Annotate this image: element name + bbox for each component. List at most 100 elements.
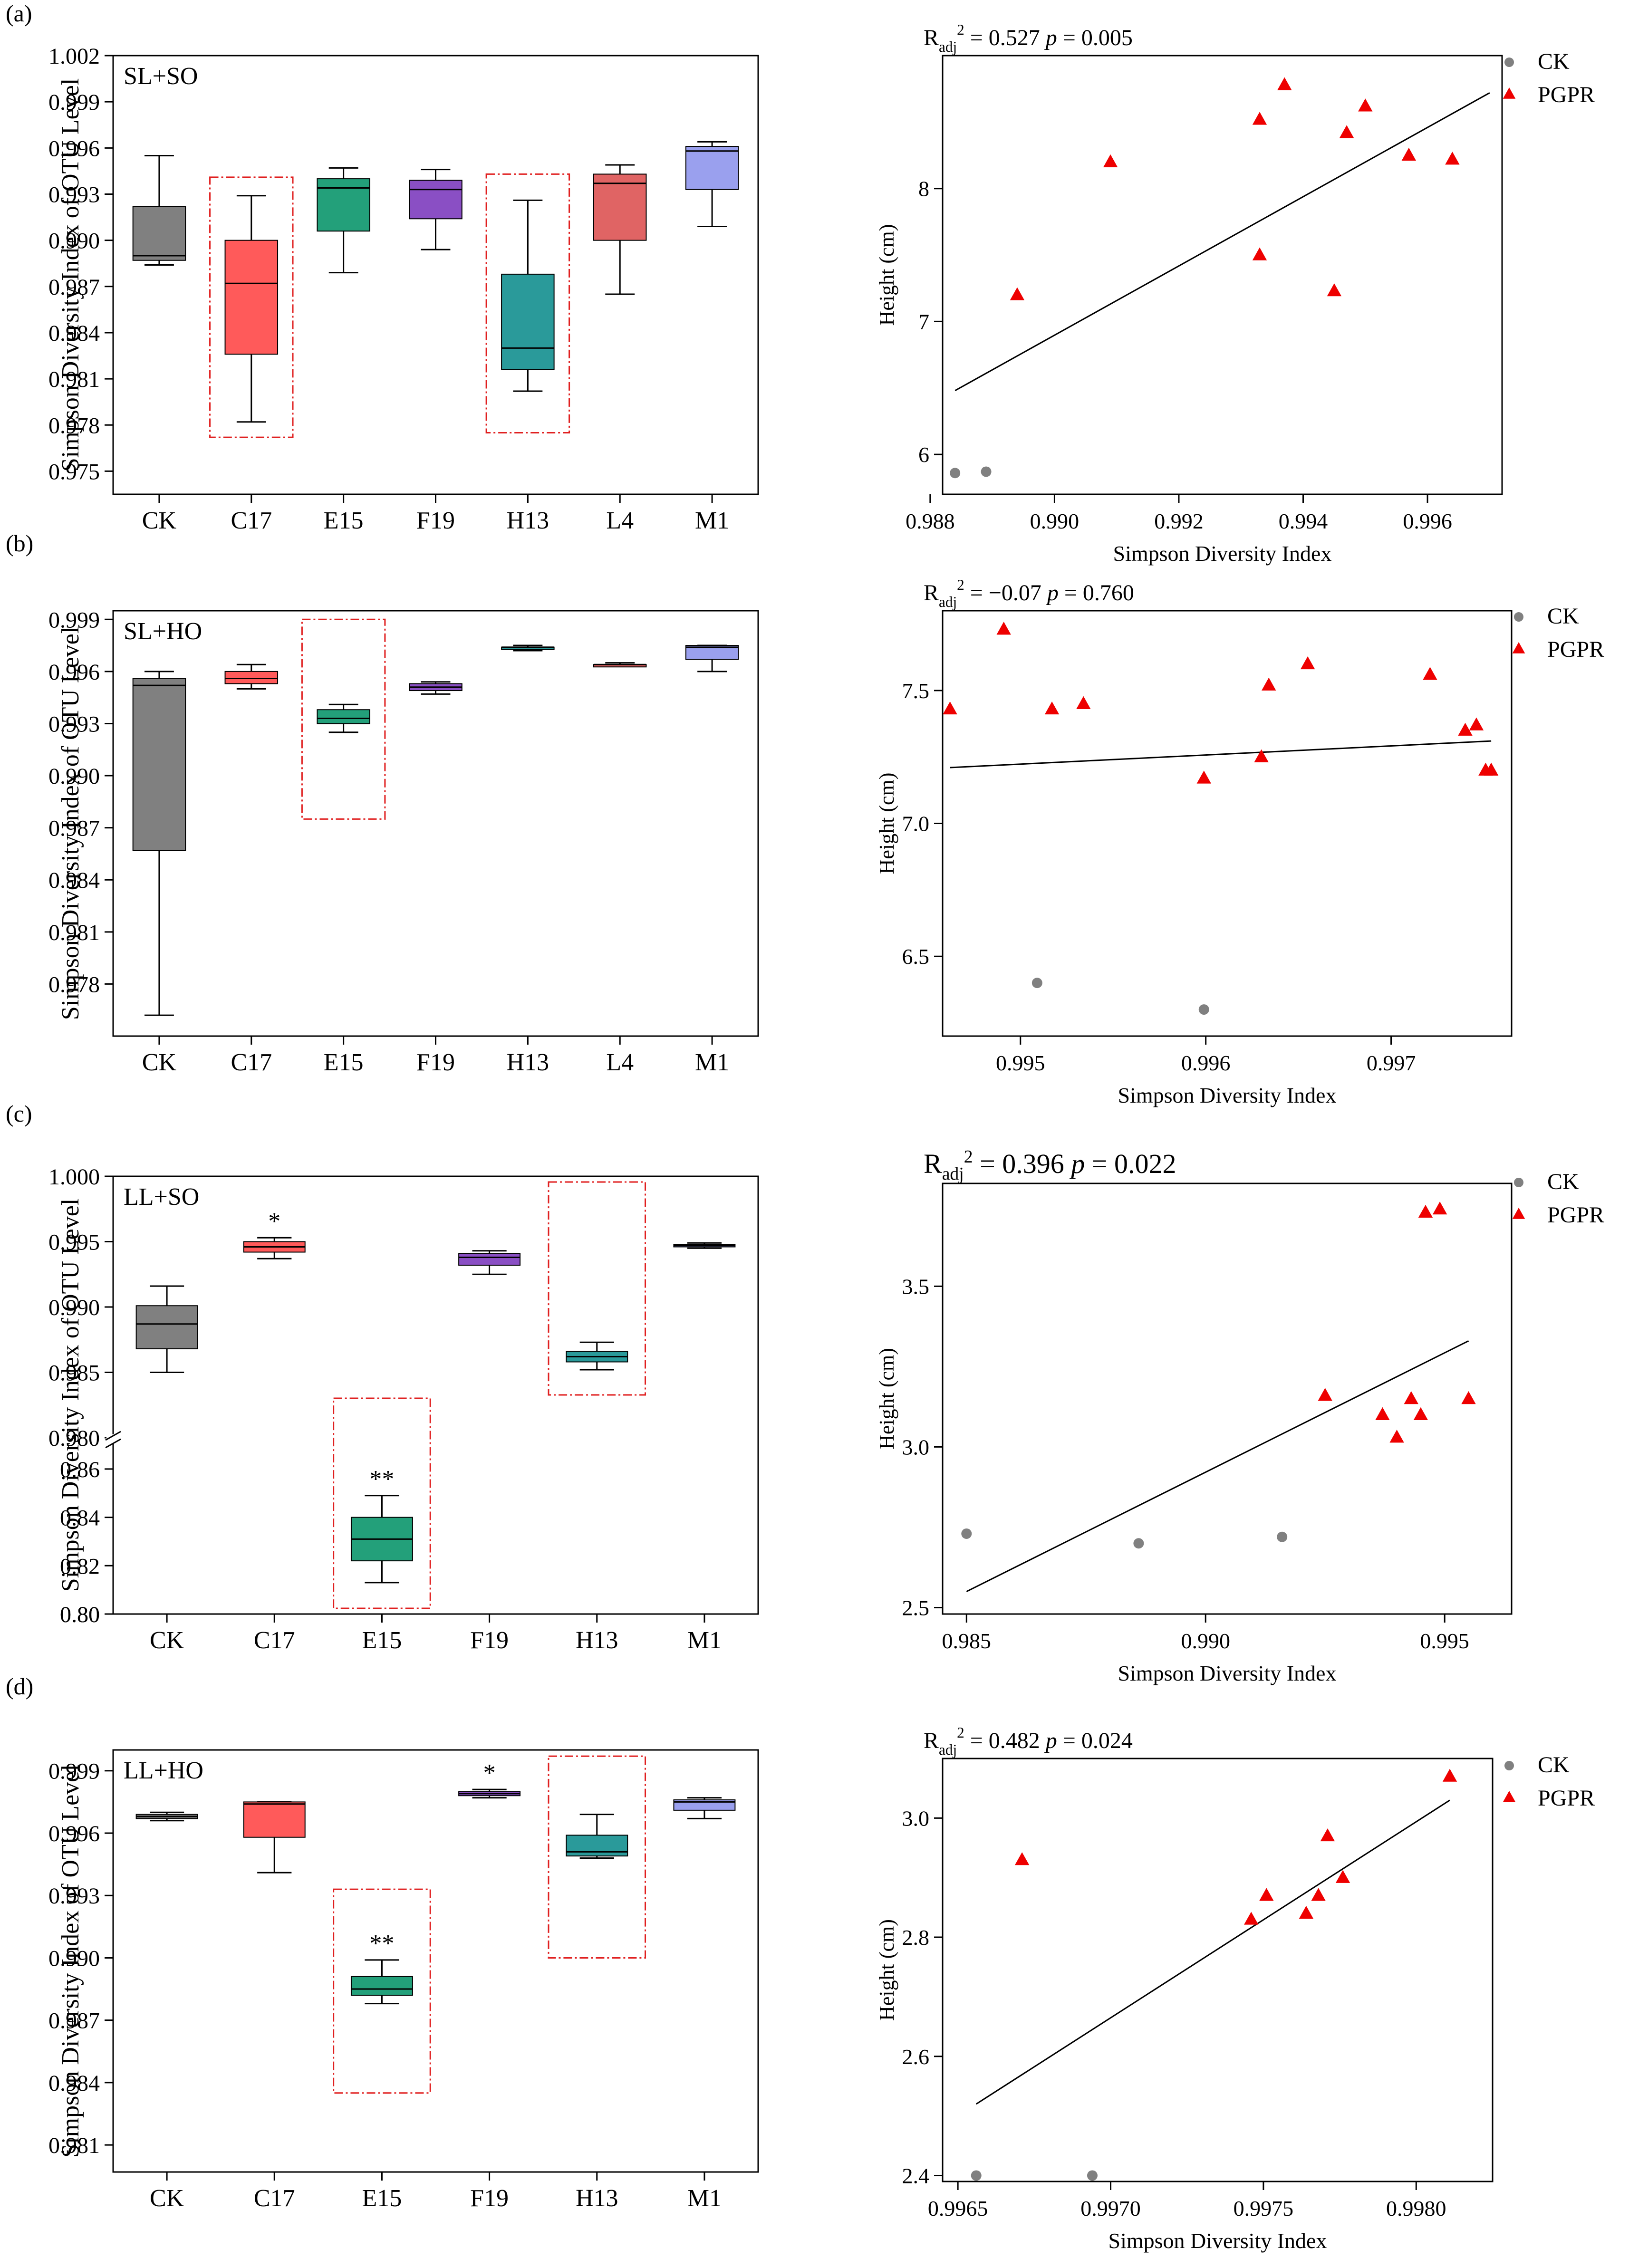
- x-tick-label: 0.996: [1181, 1051, 1231, 1075]
- y-tick-label: 0.84: [60, 1506, 100, 1531]
- y-axis-label: Simpson Diversity Index of OTU Level: [57, 1199, 84, 1592]
- x-tick-label: 0.988: [906, 509, 955, 533]
- y-tick-label: 0.978: [48, 972, 100, 997]
- x-tick-label: C17: [254, 2185, 295, 2212]
- ck-point: [1133, 1538, 1144, 1549]
- box-H13: [501, 273, 555, 370]
- x-tick-label: F19: [470, 1627, 509, 1654]
- stats-part: adj: [939, 594, 957, 610]
- stats-part: p: [1069, 1148, 1085, 1179]
- stats-part: adj: [942, 1164, 964, 1184]
- pgpr-point: [1484, 762, 1499, 776]
- pgpr-point: [1404, 1391, 1418, 1404]
- y-tick-label: 0.990: [48, 1295, 100, 1320]
- y-tick-label: 3.0: [902, 1435, 930, 1459]
- y-axis-label: Height (cm): [875, 1348, 898, 1450]
- pgpr-point: [1044, 701, 1060, 715]
- scatter-panel-2: Radj2 = −0.07 p = 0.760 Simpson Diversity…: [875, 577, 1604, 1107]
- x-tick-label: M1: [687, 2185, 722, 2212]
- x-tick-label: CK: [142, 507, 177, 534]
- x-tick-label: 0.985: [942, 1629, 992, 1653]
- y-tick-label: 0.987: [48, 275, 100, 300]
- y-axis-label: Simpson Diversity Index of OTU Level: [57, 1764, 84, 2158]
- box-CK: [132, 206, 186, 261]
- scatter-panel-1: Radj2 = 0.527 p = 0.005 Simpson Diversity…: [875, 21, 1595, 566]
- box-C17: [224, 240, 279, 355]
- pgpr-point: [996, 622, 1011, 635]
- x-tick-label: C17: [231, 1049, 272, 1076]
- legend-pgpr-label: PGPR: [1538, 1786, 1595, 1811]
- boxplot-panel-1: (a) SL+SO Simpson Diversity Index of OTU L…: [6, 0, 759, 534]
- ck-point: [1198, 1004, 1209, 1015]
- y-tick-label: 0.999: [48, 1759, 100, 1784]
- pgpr-point: [1299, 1905, 1314, 1919]
- plot-frame: [112, 1749, 759, 2173]
- y-tick-label: 0.987: [48, 2009, 100, 2034]
- x-tick-label: E15: [362, 2185, 402, 2212]
- stats-part: 2: [964, 1147, 973, 1167]
- highlight-box: [485, 173, 570, 433]
- pgpr-point: [1076, 696, 1091, 709]
- x-tick-label: H13: [576, 1627, 618, 1654]
- y-tick-label: 2.8: [902, 1925, 930, 1950]
- stats-annotation: Radj2 = 0.482 p = 0.024: [924, 1724, 1133, 1758]
- x-tick-label: F19: [416, 507, 455, 534]
- x-tick-label: CK: [150, 2185, 184, 2212]
- pgpr-point: [1423, 667, 1437, 680]
- box-E15: [317, 709, 370, 724]
- stats-part: = 0.482: [964, 1728, 1046, 1753]
- y-tick-label: 0.981: [48, 2133, 100, 2158]
- regression-line: [950, 740, 1492, 769]
- pgpr-point: [1418, 1204, 1433, 1218]
- boxplot-panel-3: (c) LL+SO Simpson Diversity Index of OTU L…: [6, 1100, 759, 1654]
- pgpr-point: [1103, 154, 1118, 167]
- box-E15: [317, 178, 370, 232]
- y-tick-label: 0.981: [48, 367, 100, 392]
- stats-part: = −0.07: [964, 580, 1047, 605]
- x-tick-label: L4: [606, 1049, 634, 1076]
- pgpr-point: [1432, 1201, 1447, 1215]
- scatter-panel-3: Radj2 = 0.396 p = 0.022 Simpson Diversity…: [875, 1147, 1604, 1685]
- pgpr-point: [1335, 1870, 1350, 1883]
- pgpr-point: [1320, 1828, 1335, 1842]
- pgpr-point: [1461, 1391, 1476, 1404]
- pgpr-point: [1259, 1888, 1274, 1901]
- pgpr-point: [1300, 656, 1315, 670]
- y-axis-label: Simpson Diversity Index of OTU Level: [57, 78, 84, 472]
- pgpr-point: [1010, 287, 1025, 300]
- pgpr-point: [1252, 247, 1267, 260]
- stats-part: = 0.024: [1057, 1728, 1133, 1753]
- pgpr-point: [943, 701, 957, 715]
- x-tick-label: H13: [576, 2185, 618, 2212]
- pgpr-point: [1469, 717, 1484, 730]
- box-L4: [593, 173, 647, 241]
- y-tick-label: 0.985: [48, 1361, 100, 1386]
- pgpr-point: [1445, 152, 1460, 165]
- pgpr-point: [1014, 1852, 1030, 1865]
- axis-break-mark: [105, 1438, 121, 1449]
- box-C17: [243, 1801, 306, 1838]
- x-tick-label: 0.9980: [1386, 2196, 1446, 2220]
- y-tick-label: 0.990: [48, 229, 100, 254]
- legend-ck-marker: [1514, 1178, 1523, 1187]
- x-tick-label: H13: [507, 507, 549, 534]
- pgpr-point: [1196, 770, 1211, 784]
- y-tick-label: 3.0: [902, 1806, 930, 1830]
- y-tick-label: 0.996: [48, 1821, 100, 1846]
- ck-point: [971, 2170, 982, 2181]
- y-tick-label: 0.80: [60, 1602, 100, 1627]
- significance-label: **: [369, 1930, 394, 1957]
- y-tick-label: 7.0: [902, 812, 930, 836]
- legend-pgpr-marker: [1503, 1791, 1516, 1802]
- x-tick-label: F19: [416, 1049, 455, 1076]
- stats-part: p: [1046, 580, 1059, 605]
- highlight-box: [548, 1755, 646, 1959]
- stats-part: = 0.760: [1059, 580, 1134, 605]
- pgpr-point: [1277, 77, 1292, 90]
- y-tick-label: 0.975: [48, 459, 100, 484]
- y-tick-label: 0.980: [48, 1426, 100, 1451]
- y-tick-label: 0.993: [48, 1884, 100, 1909]
- pgpr-point: [1252, 112, 1267, 125]
- y-axis-label: Height (cm): [875, 1919, 898, 2021]
- plot-frame: [112, 1175, 759, 1615]
